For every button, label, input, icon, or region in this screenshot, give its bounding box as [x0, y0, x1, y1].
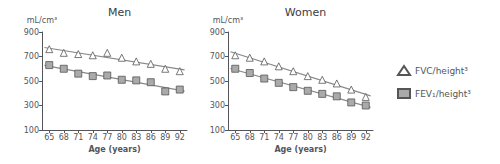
svg-text:77: 77: [288, 133, 298, 142]
svg-text:86: 86: [332, 133, 342, 142]
svg-text:FEV₁/height³: FEV₁/height³: [415, 89, 471, 99]
svg-text:74: 74: [88, 133, 98, 142]
svg-text:Women: Women: [285, 6, 326, 19]
svg-text:100: 100: [210, 126, 225, 135]
svg-text:71: 71: [73, 133, 83, 142]
svg-text:300: 300: [24, 101, 39, 110]
svg-text:300: 300: [210, 101, 225, 110]
svg-text:Age (years): Age (years): [274, 145, 326, 154]
svg-text:68: 68: [245, 133, 255, 142]
svg-text:92: 92: [361, 133, 371, 142]
svg-text:Age (years): Age (years): [88, 145, 140, 154]
svg-text:89: 89: [160, 133, 170, 142]
svg-text:89: 89: [346, 133, 356, 142]
svg-text:700: 700: [210, 52, 225, 61]
svg-text:68: 68: [59, 133, 69, 142]
svg-text:700: 700: [24, 52, 39, 61]
svg-text:mL/cm³: mL/cm³: [213, 16, 243, 25]
svg-text:900: 900: [24, 28, 39, 37]
svg-text:83: 83: [317, 133, 327, 142]
svg-text:86: 86: [146, 133, 156, 142]
svg-text:80: 80: [303, 133, 313, 142]
svg-text:83: 83: [131, 133, 141, 142]
svg-text:92: 92: [175, 133, 185, 142]
svg-text:100: 100: [24, 126, 39, 135]
svg-text:mL/cm³: mL/cm³: [27, 16, 57, 25]
svg-text:65: 65: [44, 133, 54, 142]
svg-text:Men: Men: [108, 6, 131, 19]
svg-text:500: 500: [210, 77, 225, 86]
svg-text:77: 77: [102, 133, 112, 142]
svg-text:80: 80: [117, 133, 127, 142]
svg-text:500: 500: [24, 77, 39, 86]
svg-text:65: 65: [230, 133, 240, 142]
svg-text:71: 71: [259, 133, 269, 142]
svg-text:74: 74: [274, 133, 284, 142]
svg-text:FVC/height³: FVC/height³: [415, 66, 468, 76]
svg-text:900: 900: [210, 28, 225, 37]
